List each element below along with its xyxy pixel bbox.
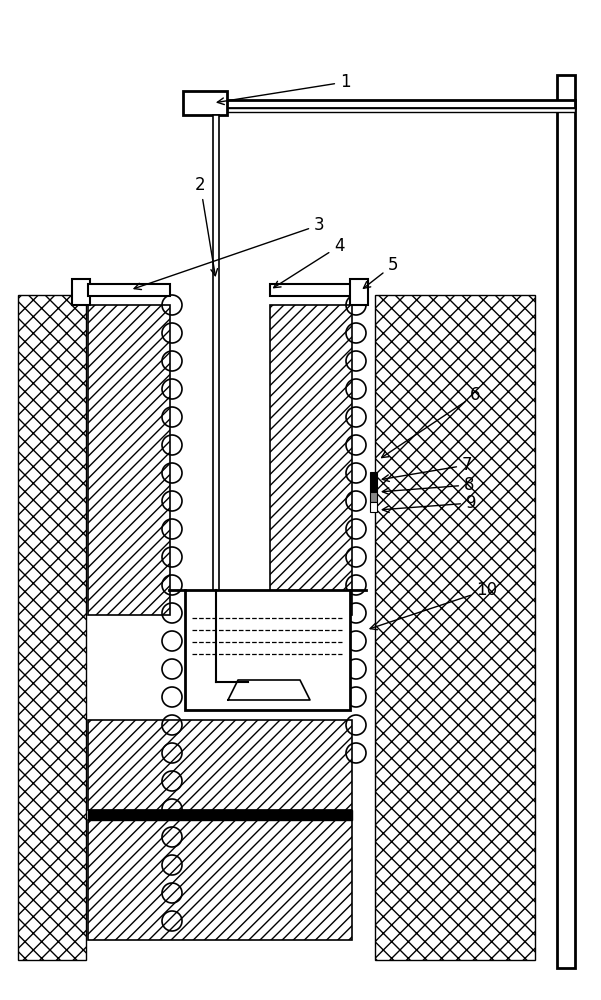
Text: 1: 1 bbox=[218, 73, 350, 105]
Bar bbox=[198, 100, 575, 108]
Bar bbox=[88, 720, 352, 810]
Text: 5: 5 bbox=[364, 256, 398, 288]
Bar bbox=[185, 590, 350, 710]
Text: 7: 7 bbox=[382, 456, 472, 481]
Bar bbox=[370, 492, 377, 502]
Bar bbox=[270, 284, 352, 296]
Text: 10: 10 bbox=[370, 581, 497, 630]
Bar bbox=[72, 279, 90, 305]
Bar bbox=[88, 810, 352, 820]
Text: 8: 8 bbox=[382, 476, 475, 494]
Bar bbox=[88, 284, 170, 296]
Bar bbox=[88, 305, 170, 615]
Bar bbox=[18, 295, 86, 960]
Bar bbox=[370, 502, 377, 512]
Text: 6: 6 bbox=[382, 386, 481, 458]
Bar bbox=[198, 108, 575, 112]
Bar bbox=[375, 295, 535, 960]
Text: 3: 3 bbox=[134, 216, 325, 290]
Text: 4: 4 bbox=[273, 237, 344, 288]
Bar bbox=[88, 820, 352, 940]
Bar bbox=[183, 91, 227, 115]
Bar bbox=[213, 115, 219, 595]
Bar bbox=[370, 472, 377, 492]
Bar bbox=[270, 305, 352, 615]
Bar bbox=[557, 75, 575, 968]
Text: 2: 2 bbox=[195, 176, 218, 276]
Bar bbox=[350, 279, 368, 305]
Text: 9: 9 bbox=[382, 494, 477, 513]
